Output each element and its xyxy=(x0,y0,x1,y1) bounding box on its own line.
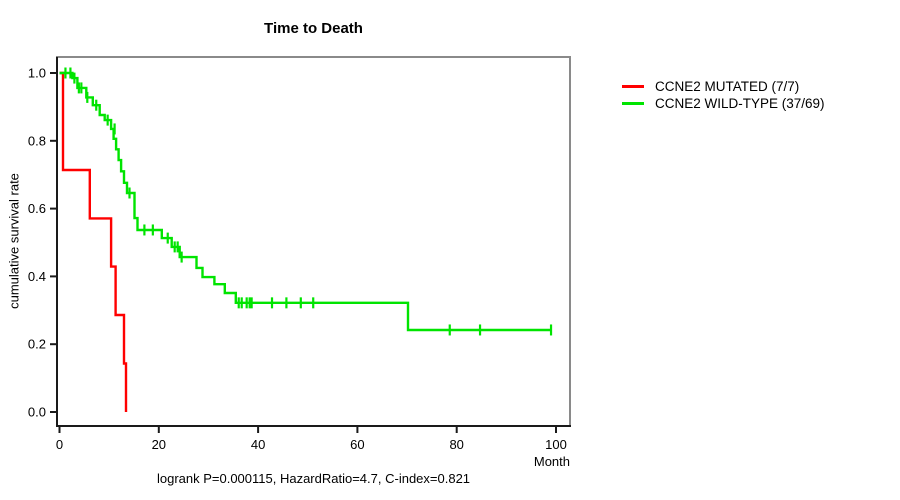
y-tick-label: 0.6 xyxy=(28,201,46,216)
x-tick-label: 20 xyxy=(152,437,166,452)
legend-item-wildtype: CCNE2 WILD-TYPE (37/69) xyxy=(622,96,825,111)
y-tick-label: 0.4 xyxy=(28,269,46,284)
x-tick-label: 100 xyxy=(545,437,567,452)
survival-curve-wild-type xyxy=(59,71,551,332)
y-axis-label: cumulative survival rate xyxy=(6,173,22,309)
x-tick-label: 40 xyxy=(251,437,265,452)
legend-label-mutated: CCNE2 MUTATED (7/7) xyxy=(655,79,800,94)
legend-item-mutated: CCNE2 MUTATED (7/7) xyxy=(622,79,825,94)
legend-label-wildtype: CCNE2 WILD-TYPE (37/69) xyxy=(655,96,825,111)
x-tick-label: 0 xyxy=(56,437,63,452)
y-tick-label: 0.8 xyxy=(28,133,46,148)
y-tick-label: 1.0 xyxy=(28,66,46,81)
x-tick-label: 60 xyxy=(350,437,364,452)
legend: CCNE2 MUTATED (7/7) CCNE2 WILD-TYPE (37/… xyxy=(622,79,825,111)
y-tick-label: 0.2 xyxy=(28,337,46,352)
legend-line-swatch-mutated xyxy=(622,85,644,88)
legend-line-swatch-wildtype xyxy=(622,102,644,105)
x-axis-label: Month xyxy=(533,454,570,469)
y-tick-label: 0.0 xyxy=(28,405,46,420)
chart-title: Time to Death xyxy=(264,20,363,37)
x-tick-label: 80 xyxy=(449,437,463,452)
survival-curve-mutated xyxy=(59,71,128,412)
stats-annotation: logrank P=0.000115, HazardRatio=4.7, C-i… xyxy=(156,471,471,486)
